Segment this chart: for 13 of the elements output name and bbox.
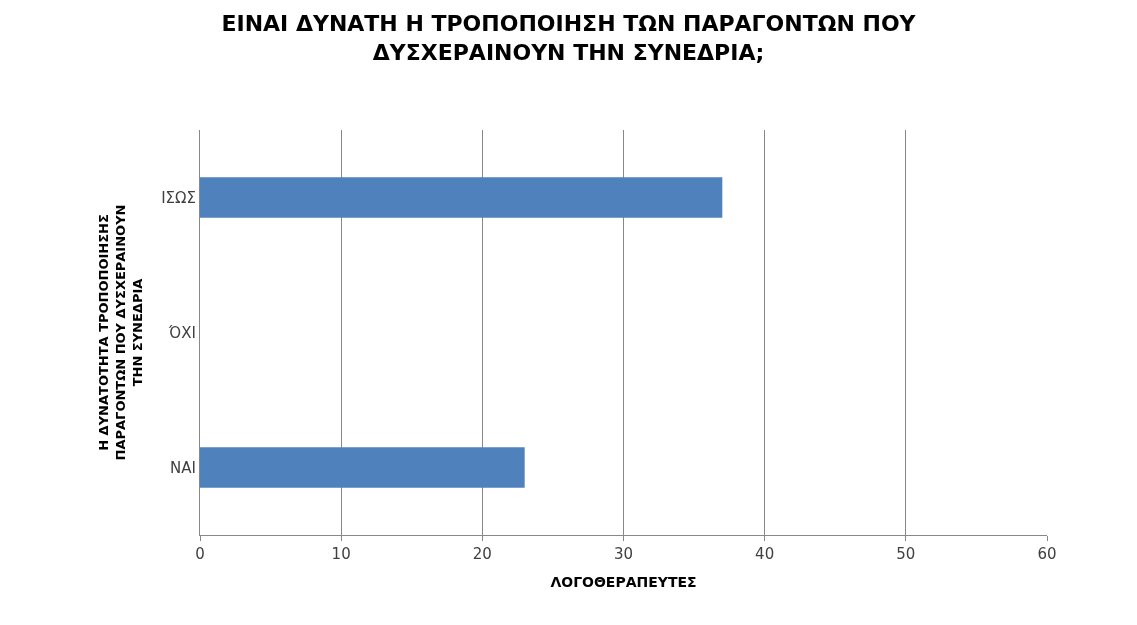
x-tick-label: 0	[195, 545, 205, 563]
chart-title: ΕΙΝΑΙ ΔΥΝΑΤΗ Η ΤΡΟΠΟΠΟΙΗΣΗ ΤΩΝ ΠΑΡΑΓΟΝΤΩΝ ΠΟΥ ΔΥΣΧΕΡΑΙΝΟΥΝ ΤΗΝ ΣΥΝΕΔΡΙΑ;	[221, 11, 917, 65]
x-tick-label: 60	[1037, 545, 1057, 563]
x-tick-label: 10	[331, 545, 351, 563]
y-tick-label: ΙΣΩΣ	[161, 188, 196, 207]
x-tick-label: 50	[896, 545, 916, 563]
y-tick-label: ΌΧΙ	[168, 323, 196, 342]
y-tick-label: ΝΑΙ	[170, 458, 196, 477]
x-axis-title: ΛΟΓΟΘΕΡΑΠΕΥΤΕΣ	[550, 574, 697, 591]
y-axis-title: Η ΔΥΝΑΤΟΤΗΤΑ ΤΡΟΠΟΠΟΙΗΣΗΣ ΠΑΡΑΓΟΝΤΩΝ ΠΟΥ ΔΥΣΧΕΡΑΙΝΟΥΝ ΤΗΝ ΣΥΝΕΔΡΙΑ	[96, 204, 146, 461]
x-tick-label: 20	[472, 545, 492, 563]
x-tick-label: 40	[755, 545, 775, 563]
x-tick-label: 30	[613, 545, 634, 563]
